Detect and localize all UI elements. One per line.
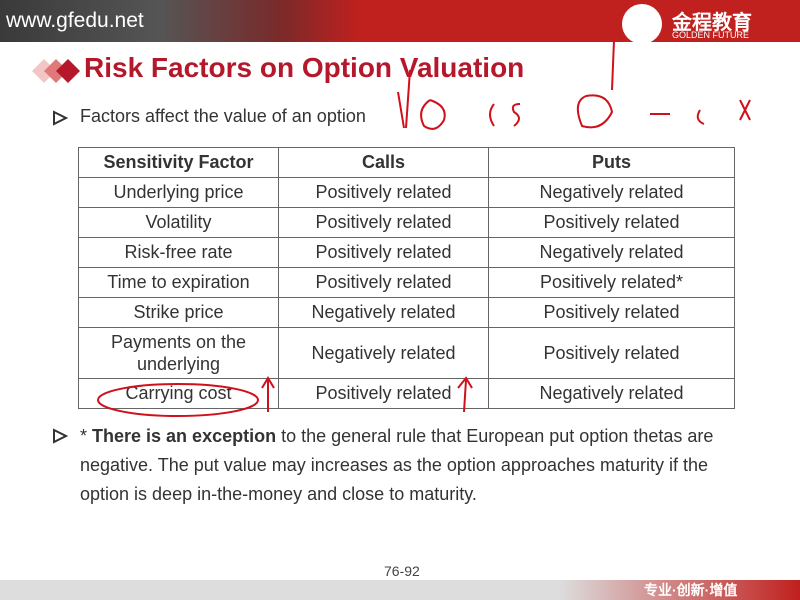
table-row: Carrying cost Positively related Negativel… [78, 378, 735, 409]
table-cell: Risk-free rate [78, 237, 279, 268]
table-row: Volatility Positively related Positively r… [78, 207, 735, 238]
table-cell: Positively related [488, 207, 735, 238]
note-star: * [80, 426, 93, 446]
bullet-icon [53, 110, 68, 126]
bullet-text: Factors affect the value of an option [80, 106, 366, 126]
table-cell: Time to expiration [78, 267, 279, 298]
top-bar [0, 0, 800, 42]
table-cell: Negatively related [488, 378, 735, 409]
table-cell: Positively related [488, 297, 735, 328]
footer-slogan: 专业·创新·增值 [644, 582, 738, 598]
slide-title: Risk Factors on Option Valuation [84, 52, 525, 83]
table-cell: Positively related [488, 327, 735, 379]
bullet-icon [53, 428, 68, 444]
table-cell: Volatility [78, 207, 279, 238]
table-row: Strike price Negatively related Positively… [78, 297, 735, 328]
table-cell: Negatively related [488, 237, 735, 268]
column-header: Puts [488, 147, 735, 178]
table-cell: Negatively related [278, 327, 489, 379]
note-bold: There is an exception [92, 426, 277, 446]
table-row: Risk-free rate Positively related Negative… [78, 237, 735, 268]
logo-icon [622, 4, 662, 44]
table-cell: Payments on the underlying [78, 327, 279, 379]
factor-table: Sensitivity Factor Calls Puts Underlying p… [78, 147, 735, 409]
table-cell: Underlying price [78, 177, 279, 208]
column-header: Calls [278, 147, 489, 178]
table-cell: Negatively related [278, 297, 489, 328]
table-cell: Positively related [278, 177, 489, 208]
table-cell: Carrying cost [78, 378, 279, 409]
table-cell: Positively related [278, 207, 489, 238]
table-row: Underlying price Positively related Negati… [78, 177, 735, 208]
table-row: Time to expiration Positively related Posi… [78, 267, 735, 298]
table-cell: Strike price [78, 297, 279, 328]
note-text: to the general rule that European put op… [80, 426, 714, 504]
table-cell: Negatively related [488, 177, 735, 208]
logo-text: 金程教育 [672, 12, 752, 34]
table-cell: Positively related [278, 378, 489, 409]
title-icon [32, 59, 80, 83]
column-header: Sensitivity Factor [78, 147, 279, 178]
table-body: Underlying price Positively related Negati… [78, 177, 735, 409]
table-cell: Positively related [278, 237, 489, 268]
page-number: 76-92 [384, 563, 420, 579]
table-row: Payments on the underlying Negatively rel… [78, 327, 735, 379]
logo-subtext: GOLDEN FUTURE [672, 30, 750, 40]
table-cell: Positively related [278, 267, 489, 298]
site-url: www.gfedu.net [6, 9, 144, 32]
footer-bar [0, 580, 800, 600]
table-cell: Positively related* [488, 267, 735, 298]
note: * There is an exception to the general r… [80, 422, 760, 509]
header-row: Sensitivity Factor Calls Puts [78, 147, 735, 178]
